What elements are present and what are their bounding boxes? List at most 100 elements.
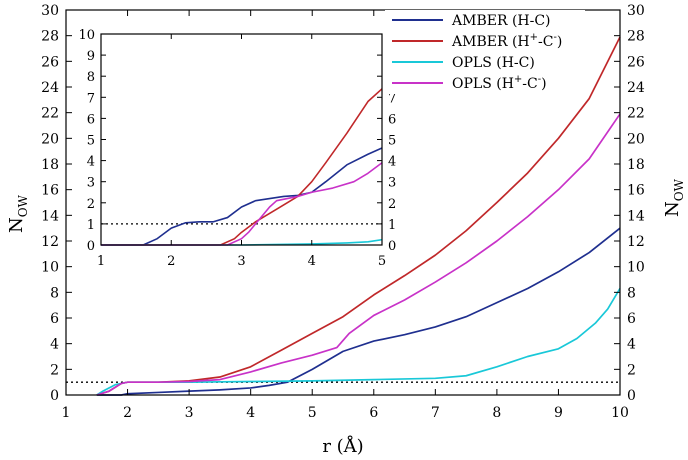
main-x-tick-label: 2 [123,405,132,421]
main-y-tick-label-left: 28 [41,29,59,45]
inset-y-tick-label-left: 9 [87,49,95,64]
inset-y-tick-label-left: 5 [87,134,95,149]
y-axis-label-right-main: N [662,201,683,217]
main-y-tick-label-left: 14 [41,208,59,224]
main-x-tick-label: 4 [246,405,255,421]
inset-y-tick-label-left: 6 [87,112,95,127]
main-y-tick-label-left: 2 [50,362,59,378]
main-y-tick-label-right: 6 [627,311,636,327]
main-x-tick-label: 6 [369,405,378,421]
main-y-tick-label-left: 20 [41,131,59,147]
inset-background [101,34,382,245]
main-series-line-1 [96,227,621,396]
inset-y-tick-label-right: 4 [388,155,396,170]
x-axis-label: r (Å) [322,435,363,457]
inset-series-line-1 [101,147,383,246]
inset-series-line-2 [101,88,383,246]
main-y-tick-label-right: 20 [627,131,645,147]
main-y-tick-label-left: 10 [41,260,59,276]
inset-y-tick-label-left: 7 [87,91,95,106]
main-y-tick-label-right: 18 [627,157,645,173]
inset-plot: 12345001122334455667788991010 [78,28,404,269]
inset-y-tick-label-left: 10 [78,28,95,43]
main-x-tick-label: 3 [185,405,194,421]
inset-x-tick-label: 2 [167,254,175,269]
legend-label-part: -C [538,34,553,50]
main-y-tick-label-right: 22 [627,106,645,122]
main-y-tick-label-left: 22 [41,106,59,122]
main-frame [65,9,621,396]
main-y-tick-label-left: 16 [41,183,59,199]
inset-y-tick-label-right: 7 [388,91,396,106]
legend: AMBER (H-C)AMBER (H+-C-)OPLS (H-C)OPLS (… [385,10,585,94]
legend-label-4: OPLS (H+-C-) [452,74,547,92]
legend-label-part: ) [557,34,562,50]
legend-label-part: - [553,32,556,43]
main-y-tick-label-left: 0 [50,388,59,404]
legend-label-part: -C [522,76,537,92]
main-y-tick-label-right: 0 [627,388,636,404]
main-y-tick-label-right: 4 [627,337,636,353]
main-y-tick-label-right: 16 [627,183,645,199]
legend-label-part: - [538,74,541,85]
main-x-tick-label: 10 [611,405,629,421]
main-y-tick-label-right: 26 [627,54,645,70]
legend-label-part: ) [541,76,546,92]
main-y-tick-label-right: 28 [627,29,645,45]
legend-label-part: + [514,74,522,85]
legend-label-part: AMBER (H-C) [451,13,551,29]
main-x-tick-label: 8 [492,405,501,421]
inset-x-tick-label: 5 [378,254,386,269]
main-x-tick-label: 9 [554,405,563,421]
inset-y-tick-label-left: 2 [87,197,95,212]
main-y-tick-label-left: 8 [50,285,59,301]
inset-y-tick-label-right: 1 [388,218,396,233]
y-axis-label-left: NOW [6,194,30,233]
main-y-tick-label-left: 4 [50,337,59,353]
legend-label-3: OPLS (H-C) [452,55,535,71]
y-axis-label-right: NOW [662,178,686,217]
y-axis-label-right-sub: OW [672,178,686,201]
inset-series-line-4 [101,162,383,246]
inset-y-tick-label-left: 8 [87,70,95,85]
legend-background [385,10,585,94]
inset-x-tick-label: 1 [97,254,105,269]
legend-label-2: AMBER (H+-C-) [451,32,562,50]
main-y-tick-label-right: 2 [627,362,636,378]
inset-y-tick-label-left: 4 [87,155,95,170]
main-y-tick-label-left: 26 [41,54,59,70]
main-y-tick-label-right: 8 [627,285,636,301]
main-y-tick-label-right: 30 [627,3,645,19]
inset-y-tick-label-left: 1 [87,218,95,233]
inset-y-tick-label-right: 6 [388,112,396,127]
main-y-tick-label-right: 14 [627,208,645,224]
main-x-tick-label: 1 [62,405,71,421]
inset-y-tick-label-right: 5 [388,134,396,149]
main-y-tick-label-left: 18 [41,157,59,173]
main-y-tick-label-left: 30 [41,3,59,19]
main-y-tick-label-right: 12 [627,234,645,250]
legend-label-part: + [530,32,538,43]
legend-label-1: AMBER (H-C) [451,13,551,29]
legend-label-part: OPLS (H-C) [452,55,535,71]
main-series-line-3 [96,288,621,396]
legend-label-part: OPLS (H [452,76,514,92]
inset-y-tick-label-right: 0 [388,239,396,254]
inset-x-tick-label: 4 [308,254,316,269]
main-x-tick-label: 7 [431,405,440,421]
main-x-tick-label: 5 [308,405,317,421]
main-series-line-4 [96,113,621,396]
inset-y-tick-label-left: 0 [87,239,95,254]
legend-label-part: AMBER (H [451,34,530,50]
main-y-tick-label-right: 10 [627,260,645,276]
inset-y-tick-label-right: 2 [388,197,396,212]
inset-y-tick-label-right: 3 [388,176,396,191]
main-y-tick-label-left: 24 [41,80,59,96]
main-y-tick-label-right: 24 [627,80,645,96]
inset-x-tick-label: 3 [237,254,245,269]
y-axis-label-main: N [6,217,27,233]
main-y-tick-label-left: 12 [41,234,59,250]
inset-y-tick-label-left: 3 [87,176,95,191]
